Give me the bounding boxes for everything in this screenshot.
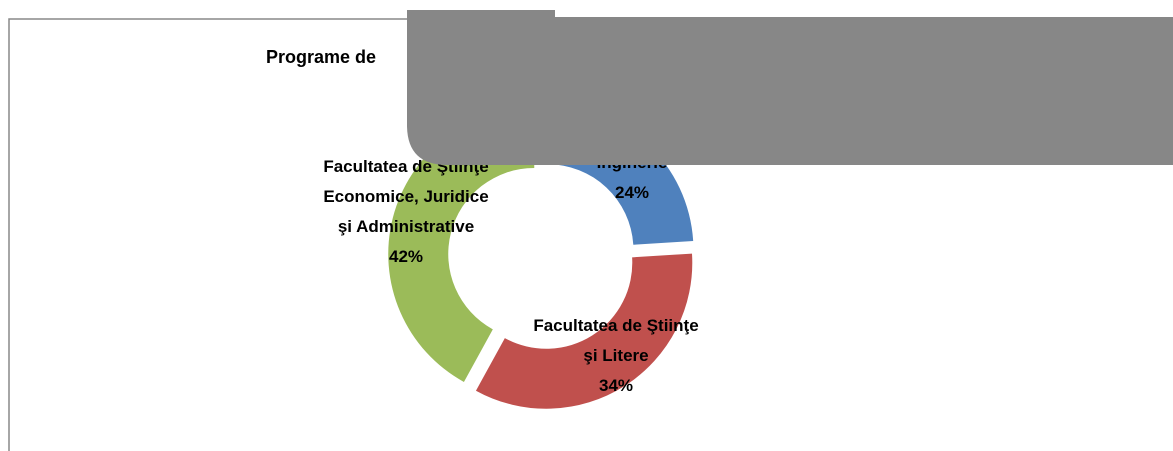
segment-percent: 34% — [598, 376, 634, 395]
chart-title: Programe de — [266, 47, 377, 67]
occluding-panel — [407, 10, 1173, 165]
segment-percent: 24% — [614, 183, 650, 202]
donut-segment — [475, 253, 693, 409]
donut-segment — [388, 108, 535, 382]
segment-label: Facultatea de Ştiinţe şi Litere — [533, 316, 699, 365]
segment-percent: 42% — [388, 247, 424, 266]
